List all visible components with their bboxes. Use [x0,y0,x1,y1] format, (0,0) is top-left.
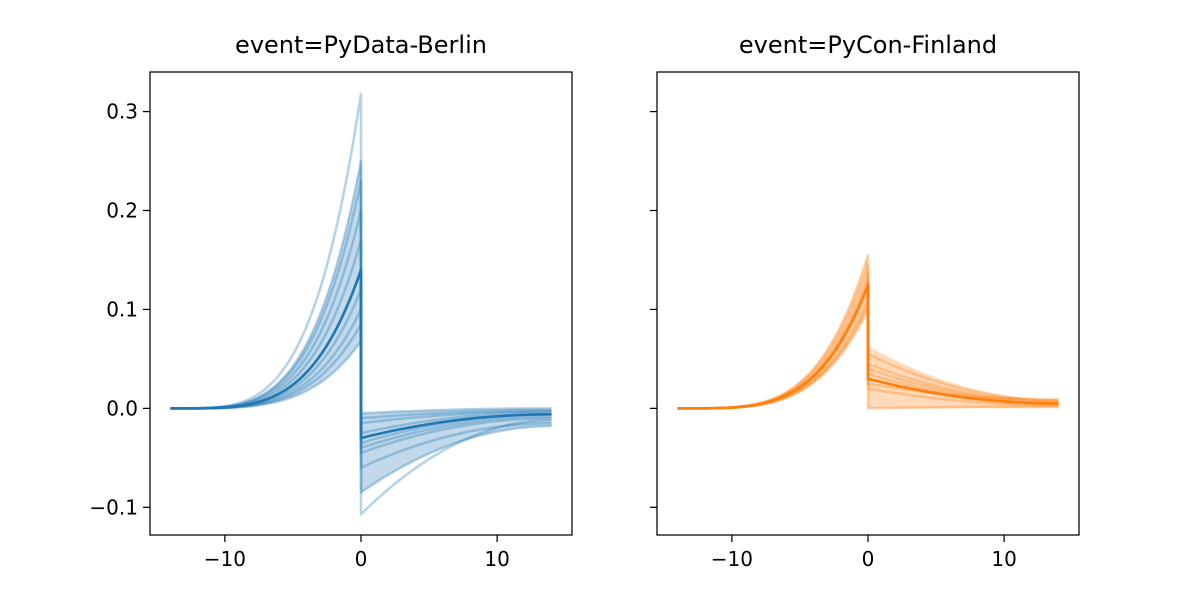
y-tick-label: 0.2 [106,199,138,223]
y-tick-label: 0.1 [106,297,138,321]
panel-pydata-berlin: event=PyData-Berlin −10 0 10 −0.1 0.0 0.1 0.2 0… [89,31,573,571]
x-tick-label: −10 [711,547,753,571]
mean-line [677,283,1059,410]
panel-pycon-finland: event=PyCon-Finland −10 0 10 [650,31,1080,571]
x-tick-label: 0 [355,547,368,571]
plot-area-pydata-berlin: −10 0 10 −0.1 0.0 0.1 0.2 0.3 [89,71,573,571]
x-tick-label: 10 [484,547,509,571]
y-tick-label: 0.0 [106,396,138,420]
y-tick-label: −0.1 [89,495,138,519]
mean-line [170,268,552,440]
x-tick-label: −10 [204,547,246,571]
plot-area-pycon-finland: −10 0 10 [650,71,1080,571]
x-tick-label: 10 [991,547,1016,571]
y-tick-label: 0.3 [106,100,138,124]
panel-title-pycon-finland: event=PyCon-Finland [739,31,997,59]
panel-title-pydata-berlin: event=PyData-Berlin [235,31,487,59]
x-tick-label: 0 [862,547,875,571]
